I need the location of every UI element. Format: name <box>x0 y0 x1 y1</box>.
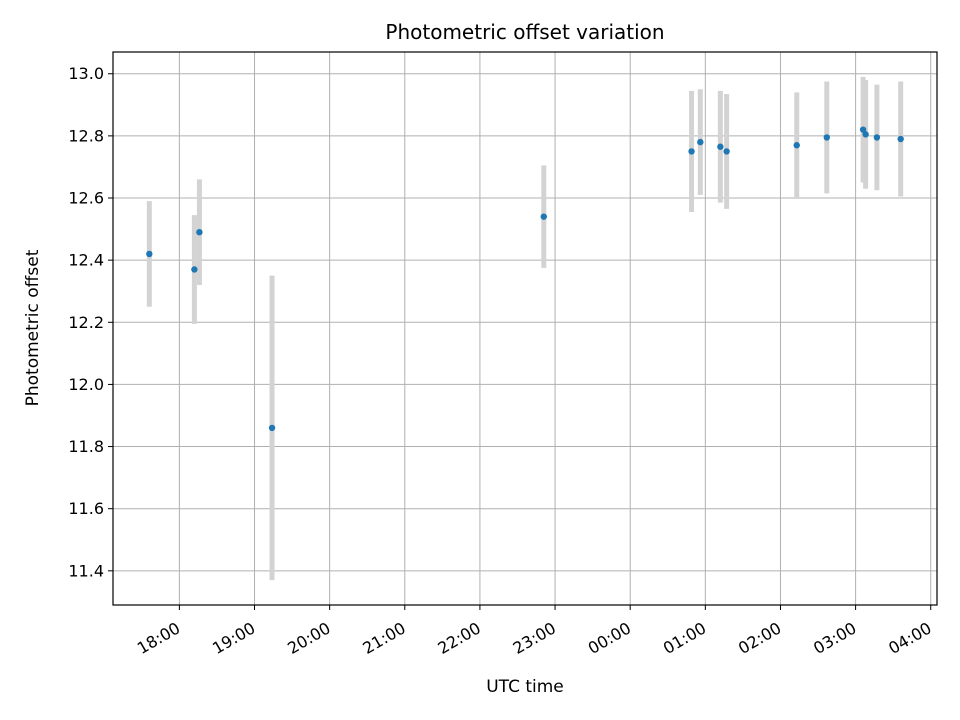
data-point <box>823 134 830 141</box>
y-tick-label: 11.6 <box>68 499 104 518</box>
grid-lines <box>113 52 937 605</box>
y-axis-ticks: 11.4 11.6 11.8 12.0 12.2 12.4 12.6 12.8 13.0 <box>68 64 113 580</box>
y-tick-label: 11.4 <box>68 561 104 580</box>
y-tick-label: 11.8 <box>68 437 104 456</box>
data-point <box>897 135 904 143</box>
plot-frame <box>112 51 938 606</box>
y-tick-label: 12.0 <box>68 375 104 394</box>
data-point <box>196 228 203 236</box>
chart-title: Photometric offset variation <box>385 20 664 44</box>
data-point <box>862 131 869 138</box>
data-point <box>723 148 730 155</box>
y-tick-label: 12.8 <box>68 126 104 145</box>
y-tick-label: 12.6 <box>68 189 104 208</box>
y-tick-label: 12.2 <box>68 313 104 332</box>
y-tick-label: 12.4 <box>68 251 104 270</box>
y-axis-label: Photometric offset <box>23 249 43 406</box>
data-point <box>688 148 695 155</box>
data-point <box>268 424 276 432</box>
data-point <box>717 143 724 150</box>
x-axis-label: UTC time <box>486 677 564 697</box>
data-point <box>191 266 198 273</box>
data-point <box>873 134 881 141</box>
data-point <box>540 213 547 220</box>
data-points <box>146 126 904 432</box>
data-point <box>146 250 153 258</box>
y-tick-label: 13.0 <box>68 64 104 83</box>
data-point <box>793 142 800 149</box>
data-point <box>697 138 704 146</box>
